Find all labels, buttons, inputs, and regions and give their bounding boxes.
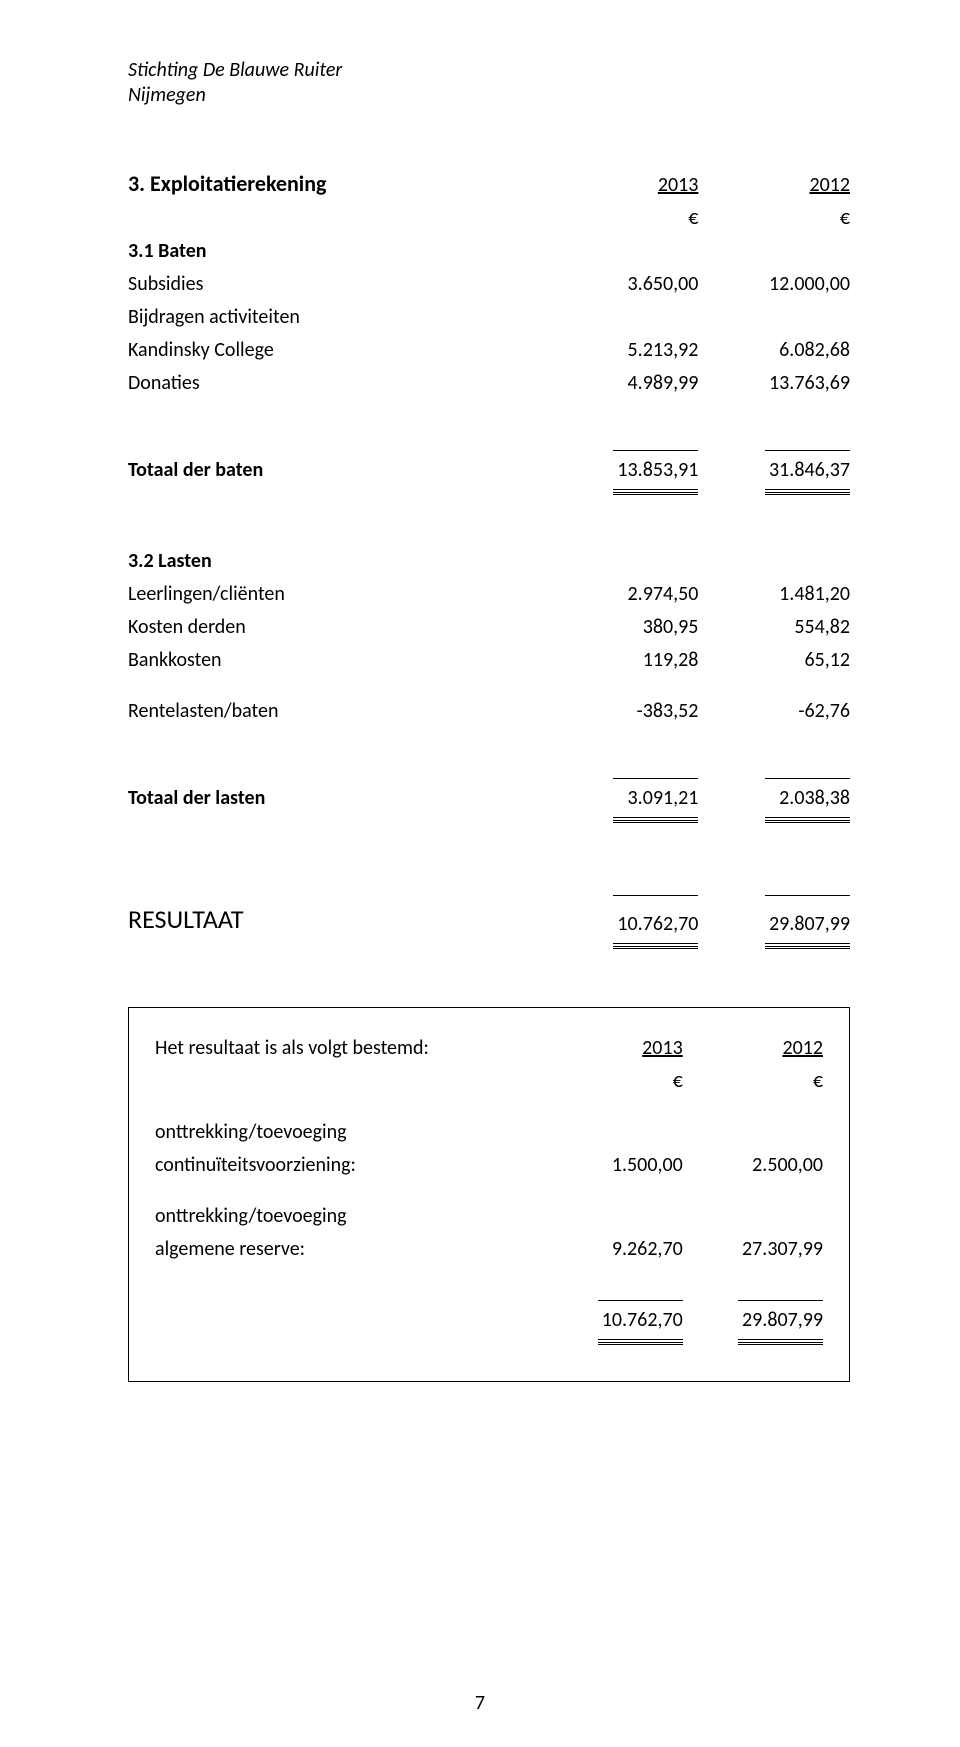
- year-2012: 2012: [698, 166, 850, 202]
- row-val-b: 554,82: [698, 611, 850, 644]
- box-line: onttrekking/toevoeging: [155, 1116, 542, 1149]
- row-label: Bijdragen activiteiten: [128, 301, 547, 334]
- box-cur-a: €: [542, 1065, 682, 1098]
- content: 3. Exploitatierekening 2013 2012 € € 3.1…: [128, 166, 850, 1382]
- baten-title: 3.1 Baten: [128, 235, 547, 268]
- row-val-b: 1.481,20: [698, 578, 850, 611]
- box-val-b: 2.500,00: [683, 1149, 823, 1182]
- lasten-title: 3.2 Lasten: [128, 545, 547, 578]
- double-rule: [613, 489, 698, 495]
- box-cur-b: €: [683, 1065, 823, 1098]
- row-val-a: 3.650,00: [547, 268, 699, 301]
- year-2013: 2013: [547, 166, 699, 202]
- box-year-b: 2012: [683, 1032, 823, 1065]
- box-total-a: 10.762,70: [542, 1304, 682, 1337]
- rule: [765, 895, 850, 897]
- box-year-a: 2013: [542, 1032, 682, 1065]
- header-org-line1: Stichting De Blauwe Ruiter: [128, 58, 850, 83]
- row-label: Leerlingen/cliënten: [128, 578, 547, 611]
- row-val-b: 6.082,68: [698, 334, 850, 367]
- double-rule: [598, 1339, 683, 1345]
- rule: [598, 1300, 683, 1302]
- box-val-b: 27.307,99: [683, 1233, 823, 1266]
- row-label: Subsidies: [128, 268, 547, 301]
- currency-b: €: [698, 202, 850, 235]
- rule: [613, 450, 698, 452]
- box-line: algemene reserve:: [155, 1233, 542, 1266]
- page-number: 7: [0, 1691, 960, 1715]
- row-label: Bankkosten: [128, 644, 547, 677]
- double-rule: [765, 489, 850, 495]
- box-total-b: 29.807,99: [683, 1304, 823, 1337]
- totaal-baten-b: 31.846,37: [698, 454, 850, 487]
- rule: [738, 1300, 823, 1302]
- rente-a: -383,52: [547, 695, 699, 728]
- double-rule: [765, 943, 850, 949]
- rule: [765, 778, 850, 780]
- box-val-a: 1.500,00: [542, 1149, 682, 1182]
- resultaat-b: 29.807,99: [698, 899, 850, 941]
- row-val-b: 65,12: [698, 644, 850, 677]
- resultaat-a: 10.762,70: [547, 899, 699, 941]
- totaal-lasten-a: 3.091,21: [547, 782, 699, 815]
- rule: [765, 450, 850, 452]
- header-org-line2: Nijmegen: [128, 83, 850, 108]
- rente-b: -62,76: [698, 695, 850, 728]
- financial-table: 3. Exploitatierekening 2013 2012 € € 3.1…: [128, 166, 850, 951]
- box-line: continuïteitsvoorziening:: [155, 1149, 542, 1182]
- row-val-a: 119,28: [547, 644, 699, 677]
- row-val-a: 4.989,99: [547, 367, 699, 400]
- totaal-lasten-b: 2.038,38: [698, 782, 850, 815]
- row-label: Donaties: [128, 367, 547, 400]
- rule: [613, 895, 698, 897]
- rule: [613, 778, 698, 780]
- totaal-lasten-label: Totaal der lasten: [128, 782, 547, 815]
- page: Stichting De Blauwe Ruiter Nijmegen 3. E…: [0, 0, 960, 1747]
- bestemming-box: Het resultaat is als volgt bestemd: 2013…: [128, 1007, 850, 1382]
- box-line: onttrekking/toevoeging: [155, 1200, 542, 1233]
- box-title: Het resultaat is als volgt bestemd:: [155, 1032, 542, 1065]
- double-rule: [738, 1339, 823, 1345]
- double-rule: [765, 817, 850, 823]
- totaal-baten-label: Totaal der baten: [128, 454, 547, 487]
- currency-a: €: [547, 202, 699, 235]
- section-title: 3. Exploitatierekening: [128, 166, 547, 202]
- row-val-a: 380,95: [547, 611, 699, 644]
- bestemming-table: Het resultaat is als volgt bestemd: 2013…: [155, 1032, 823, 1347]
- row-val-a: 2.974,50: [547, 578, 699, 611]
- row-label: Kosten derden: [128, 611, 547, 644]
- row-val-b: 13.763,69: [698, 367, 850, 400]
- row-label: Kandinsky College: [128, 334, 547, 367]
- double-rule: [613, 817, 698, 823]
- box-val-a: 9.262,70: [542, 1233, 682, 1266]
- row-val-b: 12.000,00: [698, 268, 850, 301]
- rente-label: Rentelasten/baten: [128, 695, 547, 728]
- row-val-a: 5.213,92: [547, 334, 699, 367]
- resultaat-label: RESULTAAT: [128, 899, 547, 941]
- totaal-baten-a: 13.853,91: [547, 454, 699, 487]
- double-rule: [613, 943, 698, 949]
